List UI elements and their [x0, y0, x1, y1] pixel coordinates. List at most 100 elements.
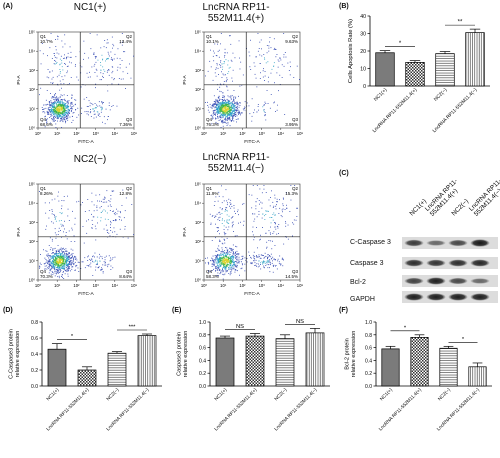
western-blot-panel: NC1(+) LncRNA RP11-552M11.4(+) NC2(−) LncRN… [346, 172, 500, 303]
flow-q2-label: Q2 [292, 186, 299, 191]
bar [275, 338, 295, 387]
bar [245, 335, 265, 387]
flow-x-tick-label: 10⁰ [201, 131, 208, 136]
flow-q3-label: Q3 [126, 117, 133, 122]
flow-x-axis-label: FITC-A [244, 139, 260, 145]
flow-q1-label: Q1 [40, 186, 47, 191]
flow-y-axis-label: PI-A [16, 75, 22, 85]
flow-events [205, 185, 298, 280]
wb-band [470, 293, 490, 301]
x-tick-label: NC1(+) [373, 87, 389, 103]
significance-label: *** [129, 325, 137, 331]
y-tick-label: 0.4 [365, 358, 372, 364]
flow-x-tick-label: 10³ [259, 283, 266, 288]
significance-label: NS [296, 319, 304, 325]
flow-q2-label: Q2 [126, 34, 133, 39]
bar [77, 369, 97, 387]
flow-y-tick-label: 10⁰ [195, 126, 202, 131]
flow-title-lnc-plus: LncRNA RP11- 552M11.4(+) [202, 2, 270, 24]
bar [215, 337, 235, 387]
flow-y-tick-label: 10² [29, 239, 36, 244]
y-tick-label: 10 [360, 67, 366, 73]
wb-band [448, 239, 468, 247]
significance-label: * [462, 337, 465, 343]
wb-band [470, 278, 490, 284]
flow-x-tick-label: 10⁴ [112, 131, 119, 136]
wb-band [448, 259, 468, 267]
flow-x-axis-label: FITC-A [244, 291, 260, 297]
significance-label: ** [458, 20, 463, 26]
wb-band [448, 293, 468, 301]
flow-x-axis-label: FITC-A [78, 139, 94, 145]
wb-row-label-gapdh: GAPDH [350, 296, 375, 303]
y-tick-label: 1.0 [365, 320, 372, 326]
flow-x-tick-label: 10³ [93, 283, 100, 288]
flow-q1-value: 11.9% [206, 191, 218, 196]
y-tick-label: 0.2 [31, 368, 38, 374]
wb-band [470, 239, 490, 247]
flow-q4-label: Q4 [206, 269, 213, 274]
bar [435, 53, 455, 87]
x-tick-label: NC1(+) [213, 387, 228, 402]
flow-x-tick-label: 10⁵ [297, 283, 304, 288]
y-tick-label: 0 [363, 84, 366, 90]
flow-title-lnc-minus: LncRNA RP11- 552M11.4(−) [202, 152, 270, 174]
flow-y-tick-label: 10⁴ [195, 49, 202, 54]
flow-q1-label: Q1 [206, 186, 213, 191]
flow-q2-label: Q2 [292, 34, 299, 39]
flow-q2-label: Q2 [126, 186, 133, 191]
bar-chart-bcl2: 0.0 0.2 0.4 0.6 0.8 1.0 Bcl-2 proteinrelative … [345, 320, 492, 432]
flow-q1-value: 8.26% [40, 191, 53, 196]
flow-frame [37, 183, 135, 281]
flow-q2-value: 15.3% [285, 191, 298, 196]
flow-y-tick-label: 10⁴ [29, 49, 36, 54]
wb-band [404, 259, 424, 267]
wb-band [404, 293, 424, 301]
y-tick-label: 1.0 [199, 320, 206, 326]
flow-x-tick-label: 10¹ [54, 283, 61, 288]
bar-chart-c-caspase3: 0.0 0.2 0.4 0.6 0.8 C-Caspase3 proteinrelativ… [9, 320, 162, 432]
flow-y-tick-label: 10¹ [195, 258, 202, 263]
panel-label-c: (C) [339, 170, 349, 177]
x-tick-label: NC2(−) [433, 87, 449, 103]
wb-band [470, 259, 490, 267]
bar [465, 32, 485, 87]
x-tick-label: NC2(−) [105, 387, 120, 402]
wb-row-label-caspase3: Caspase 3 [350, 260, 384, 267]
flow-q4-label: Q4 [40, 117, 47, 122]
flow-q4-label: Q4 [40, 269, 47, 274]
flow-y-tick-label: 10⁰ [29, 126, 36, 131]
y-tick-label: 0.6 [31, 336, 38, 342]
flow-y-axis-label: PI-A [182, 227, 188, 237]
flow-y-tick-label: 10³ [195, 220, 202, 225]
wb-band [426, 240, 446, 246]
flow-q2-value: 12.8% [119, 191, 132, 196]
flow-y-tick-label: 10² [195, 87, 202, 92]
significance-label: * [399, 41, 402, 47]
flow-q4-value: 58.3% [206, 274, 219, 279]
flow-x-tick-label: 10⁵ [297, 131, 304, 136]
flow-y-tick-label: 10¹ [195, 106, 202, 111]
flow-x-axis-label: FITC-A [78, 291, 94, 297]
x-tick-label: NC1(+) [379, 387, 394, 402]
wb-row-label-c-caspase3: C-Caspase 3 [350, 239, 391, 246]
y-tick-label: 0.0 [31, 384, 38, 390]
flow-x-tick-label: 10² [73, 283, 80, 288]
wb-band [426, 277, 446, 285]
flow-q4-value: 70.3% [40, 274, 53, 279]
flow-y-tick-label: 10⁰ [29, 278, 36, 283]
flow-x-tick-label: 10² [73, 131, 80, 136]
flow-x-tick-label: 10³ [259, 131, 266, 136]
y-tick-label: 20 [360, 49, 366, 55]
flow-x-tick-label: 10⁰ [35, 131, 42, 136]
flow-x-tick-label: 10⁴ [112, 283, 119, 288]
y-axis-label: Cells Apoptosis Rate (%) [348, 19, 354, 83]
flow-y-tick-label: 10⁴ [195, 201, 202, 206]
bar [468, 366, 487, 387]
bar [405, 62, 425, 87]
bar [137, 335, 157, 387]
flow-y-axis-label: PI-A [16, 227, 22, 237]
